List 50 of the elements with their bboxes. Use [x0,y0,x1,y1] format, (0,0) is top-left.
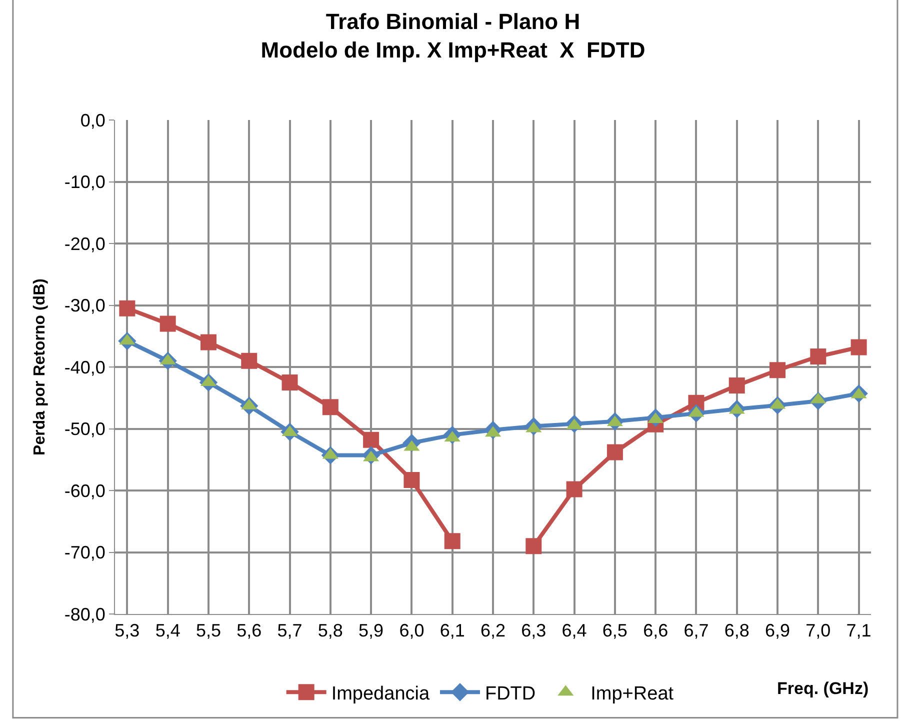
x-tick-label: 6,1 [440,620,465,641]
y-tick-label: -20,0 [64,234,106,254]
legend-label: Imp+Reat [590,684,674,705]
point [810,348,826,364]
x-tick-label: 5,8 [318,620,343,641]
x-tick-label: 5,4 [155,620,180,641]
x-tick-label: 6,2 [480,620,506,641]
point [728,378,745,394]
x-tick-label: 6,7 [684,620,709,641]
x-tick-label: 7,0 [806,620,831,641]
y-tick-label: 0,0 [80,110,106,130]
x-tick-label: 6,9 [765,620,790,641]
x-tick-label: 5,5 [196,620,221,641]
x-tick-label: 6,0 [399,620,424,641]
point [526,538,542,554]
legend-label: Impedancia [331,684,430,705]
legend-label: FDTD [484,684,536,705]
x-tick-label: 7,1 [846,620,872,641]
x-tick-label: 5,9 [358,620,384,641]
y-tick-label: -40,0 [64,357,106,378]
point [606,444,623,460]
y-tick-label: -50,0 [64,419,106,440]
point [322,399,338,416]
point [160,316,176,332]
x-tick-label: 6,4 [562,620,587,641]
x-tick-label: 6,5 [602,620,628,641]
y-axis-title: Perda por Retorno (dB) [31,278,48,456]
chart-title: Trafo Binomial - Plano H Modelo de Imp. X Imp+Reat X FDTD [260,8,646,63]
y-tick-label: -30,0 [64,296,106,316]
y-tick-label: -70,0 [64,542,106,563]
x-tick-label: 5,6 [236,620,262,641]
point [282,374,298,390]
x-axis-title: Freq. (GHz) [777,679,869,698]
point [200,334,216,350]
point [770,362,786,378]
x-tick-label: 5,3 [114,620,140,641]
x-tick-label: 5,7 [277,620,302,641]
x-tick-label: 6,8 [724,620,750,641]
y-tick-label: -80,0 [64,604,106,624]
x-tick-label: 6,6 [643,620,668,641]
y-tick-label: -60,0 [64,480,106,501]
point [241,352,258,369]
point [119,300,136,316]
point [850,339,867,356]
point [363,432,380,448]
point [444,533,460,550]
point [404,472,420,488]
y-tick-label: -10,0 [64,172,106,192]
x-tick-label: 6,3 [521,620,546,641]
point [566,481,582,498]
